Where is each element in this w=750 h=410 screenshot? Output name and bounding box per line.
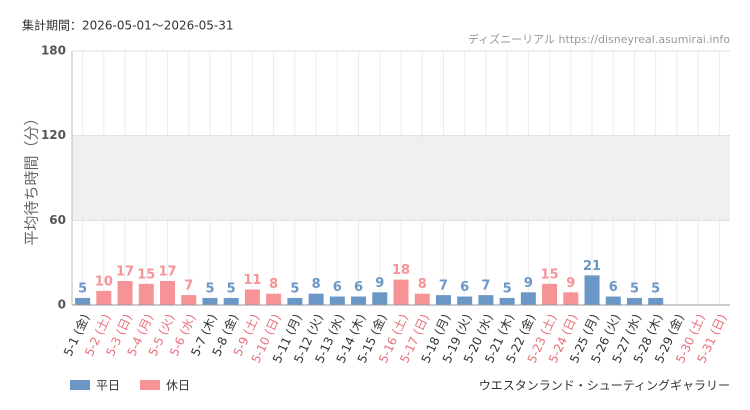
value-label: 8 xyxy=(418,277,427,292)
bar xyxy=(499,297,515,305)
value-label: 5 xyxy=(205,281,214,296)
value-label: 5 xyxy=(78,281,87,296)
value-label: 15 xyxy=(541,267,559,282)
value-label: 15 xyxy=(137,267,155,282)
bar xyxy=(520,292,536,305)
y-axis-title: 平均待ち時間（分） xyxy=(23,110,41,245)
bar xyxy=(605,296,621,305)
value-label: 21 xyxy=(583,259,601,274)
y-tick-label: 120 xyxy=(41,128,66,142)
value-label: 6 xyxy=(460,280,469,295)
value-label: 7 xyxy=(184,279,193,294)
value-label: 17 xyxy=(158,265,176,280)
bar xyxy=(117,281,133,305)
value-label: 11 xyxy=(243,273,261,288)
bar xyxy=(223,297,239,305)
bar xyxy=(75,297,91,305)
legend-label: 休日 xyxy=(166,379,190,393)
bar xyxy=(329,296,345,305)
value-label: 6 xyxy=(333,280,342,295)
bar xyxy=(160,281,176,305)
value-label: 6 xyxy=(609,280,618,295)
legend-swatch xyxy=(140,380,160,390)
bar xyxy=(542,283,558,305)
period: 集計期間：2026-05-01〜2026-05-31 xyxy=(22,18,233,33)
y-tick-label: 0 xyxy=(58,298,66,312)
bar xyxy=(584,275,600,305)
bar xyxy=(308,293,324,305)
value-label: 5 xyxy=(651,281,660,296)
bar xyxy=(648,297,664,305)
value-label: 17 xyxy=(116,265,134,280)
bar xyxy=(435,295,451,305)
y-tick-label: 60 xyxy=(49,213,66,227)
value-label: 18 xyxy=(392,263,410,278)
bar xyxy=(414,293,430,305)
bar xyxy=(181,295,197,305)
bar xyxy=(626,297,642,305)
value-label: 5 xyxy=(227,281,236,296)
legend-swatch xyxy=(70,380,90,390)
value-label: 6 xyxy=(354,280,363,295)
value-label: 9 xyxy=(566,276,575,291)
bar xyxy=(287,297,303,305)
bar xyxy=(478,295,494,305)
bar xyxy=(266,293,282,305)
value-label: 5 xyxy=(630,281,639,296)
value-label: 8 xyxy=(312,277,321,292)
bar xyxy=(202,297,218,305)
bar xyxy=(563,292,579,305)
source: ディズニーリアル https://disneyreal.asumirai.inf… xyxy=(468,32,730,46)
bar xyxy=(351,296,367,305)
value-label: 8 xyxy=(269,277,278,292)
value-label: 9 xyxy=(375,276,384,291)
value-label: 5 xyxy=(290,281,299,296)
value-label: 7 xyxy=(439,279,448,294)
bar xyxy=(393,279,409,305)
y-tick-label: 180 xyxy=(41,44,66,58)
value-label: 9 xyxy=(524,276,533,291)
bar xyxy=(372,292,388,305)
attraction-name: ウエスタンランド・シューティングギャラリー xyxy=(479,379,730,393)
bar xyxy=(138,283,154,305)
value-label: 5 xyxy=(503,281,512,296)
legend-label: 平日 xyxy=(96,379,120,393)
value-label: 7 xyxy=(481,279,490,294)
bar xyxy=(244,289,260,305)
value-label: 10 xyxy=(95,274,113,289)
bar xyxy=(96,290,112,305)
bar xyxy=(457,296,473,305)
